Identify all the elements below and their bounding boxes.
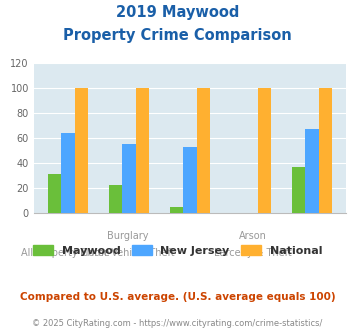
Bar bbox=[48, 174, 61, 213]
Bar bbox=[305, 129, 318, 213]
Bar bbox=[136, 88, 149, 213]
Text: 2019 Maywood: 2019 Maywood bbox=[116, 5, 239, 20]
Text: Property Crime Comparison: Property Crime Comparison bbox=[63, 28, 292, 43]
Text: Arson: Arson bbox=[239, 231, 266, 241]
Text: Larceny & Theft: Larceny & Theft bbox=[213, 248, 291, 257]
Bar bbox=[258, 88, 271, 213]
Bar bbox=[197, 88, 210, 213]
Bar bbox=[183, 147, 197, 213]
Bar bbox=[292, 167, 305, 213]
Legend: Maywood, New Jersey, National: Maywood, New Jersey, National bbox=[28, 240, 327, 260]
Bar bbox=[75, 88, 88, 213]
Text: © 2025 CityRating.com - https://www.cityrating.com/crime-statistics/: © 2025 CityRating.com - https://www.city… bbox=[32, 319, 323, 328]
Text: Motor Vehicle Theft: Motor Vehicle Theft bbox=[80, 248, 175, 257]
Bar bbox=[109, 185, 122, 213]
Text: Compared to U.S. average. (U.S. average equals 100): Compared to U.S. average. (U.S. average … bbox=[20, 292, 335, 302]
Text: Burglary: Burglary bbox=[107, 231, 148, 241]
Bar bbox=[61, 133, 75, 213]
Bar bbox=[318, 88, 332, 213]
Text: All Property Crime: All Property Crime bbox=[21, 248, 109, 257]
Bar bbox=[170, 207, 183, 213]
Bar bbox=[122, 144, 136, 213]
